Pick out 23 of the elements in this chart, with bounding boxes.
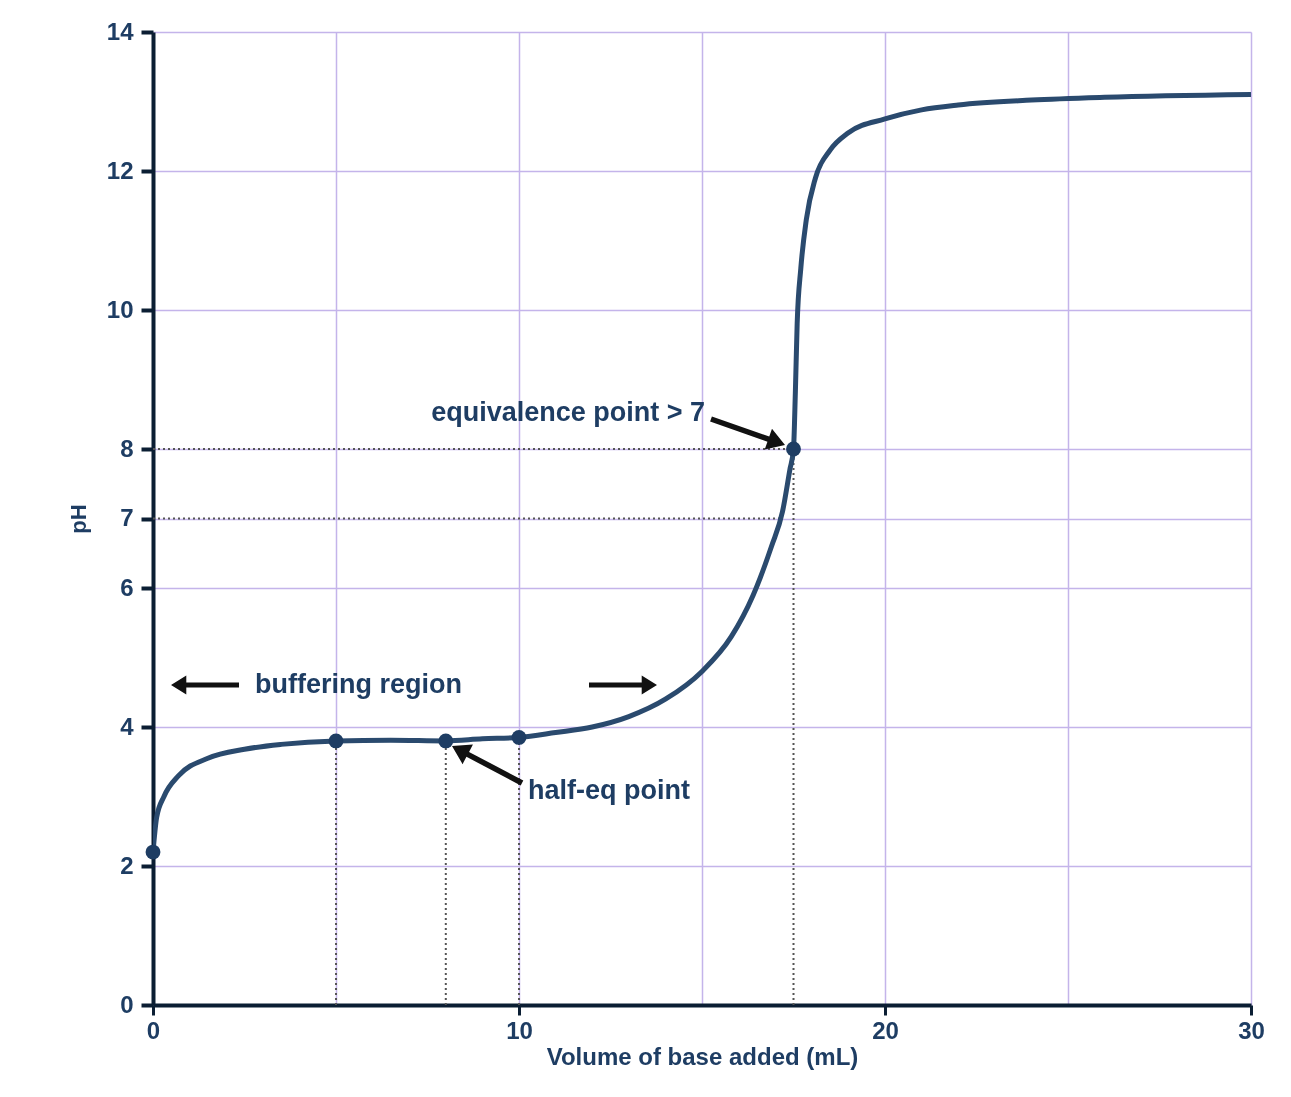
y-tick-label: 6: [120, 573, 134, 601]
annotation: equivalence point > 7: [431, 397, 705, 427]
point: [786, 441, 801, 457]
annotation: buffering region: [255, 669, 462, 699]
y-tick-label: 2: [120, 851, 134, 879]
y-axis-title: pH: [65, 504, 91, 534]
point: [511, 730, 527, 745]
annotation: half-eq point: [528, 775, 690, 805]
y-tick-label: 7: [120, 504, 134, 531]
y-tick-label: 14: [106, 17, 135, 45]
y-tick-label: 10: [106, 295, 134, 323]
y-tick-label: 12: [106, 156, 134, 184]
x-axis-title: Volume of base added (mL): [546, 1042, 859, 1070]
point: [328, 733, 344, 749]
point: [145, 844, 161, 860]
x-tick-label: 30: [1238, 1016, 1265, 1044]
y-tick-label: 0: [120, 990, 134, 1018]
x-tick-label: 0: [146, 1016, 161, 1044]
y-tick-label: 4: [120, 712, 135, 740]
x-tick-label: 10: [506, 1016, 533, 1044]
x-tick-label: 20: [872, 1016, 899, 1044]
point: [438, 733, 454, 749]
y-tick-label: 8: [120, 434, 134, 462]
